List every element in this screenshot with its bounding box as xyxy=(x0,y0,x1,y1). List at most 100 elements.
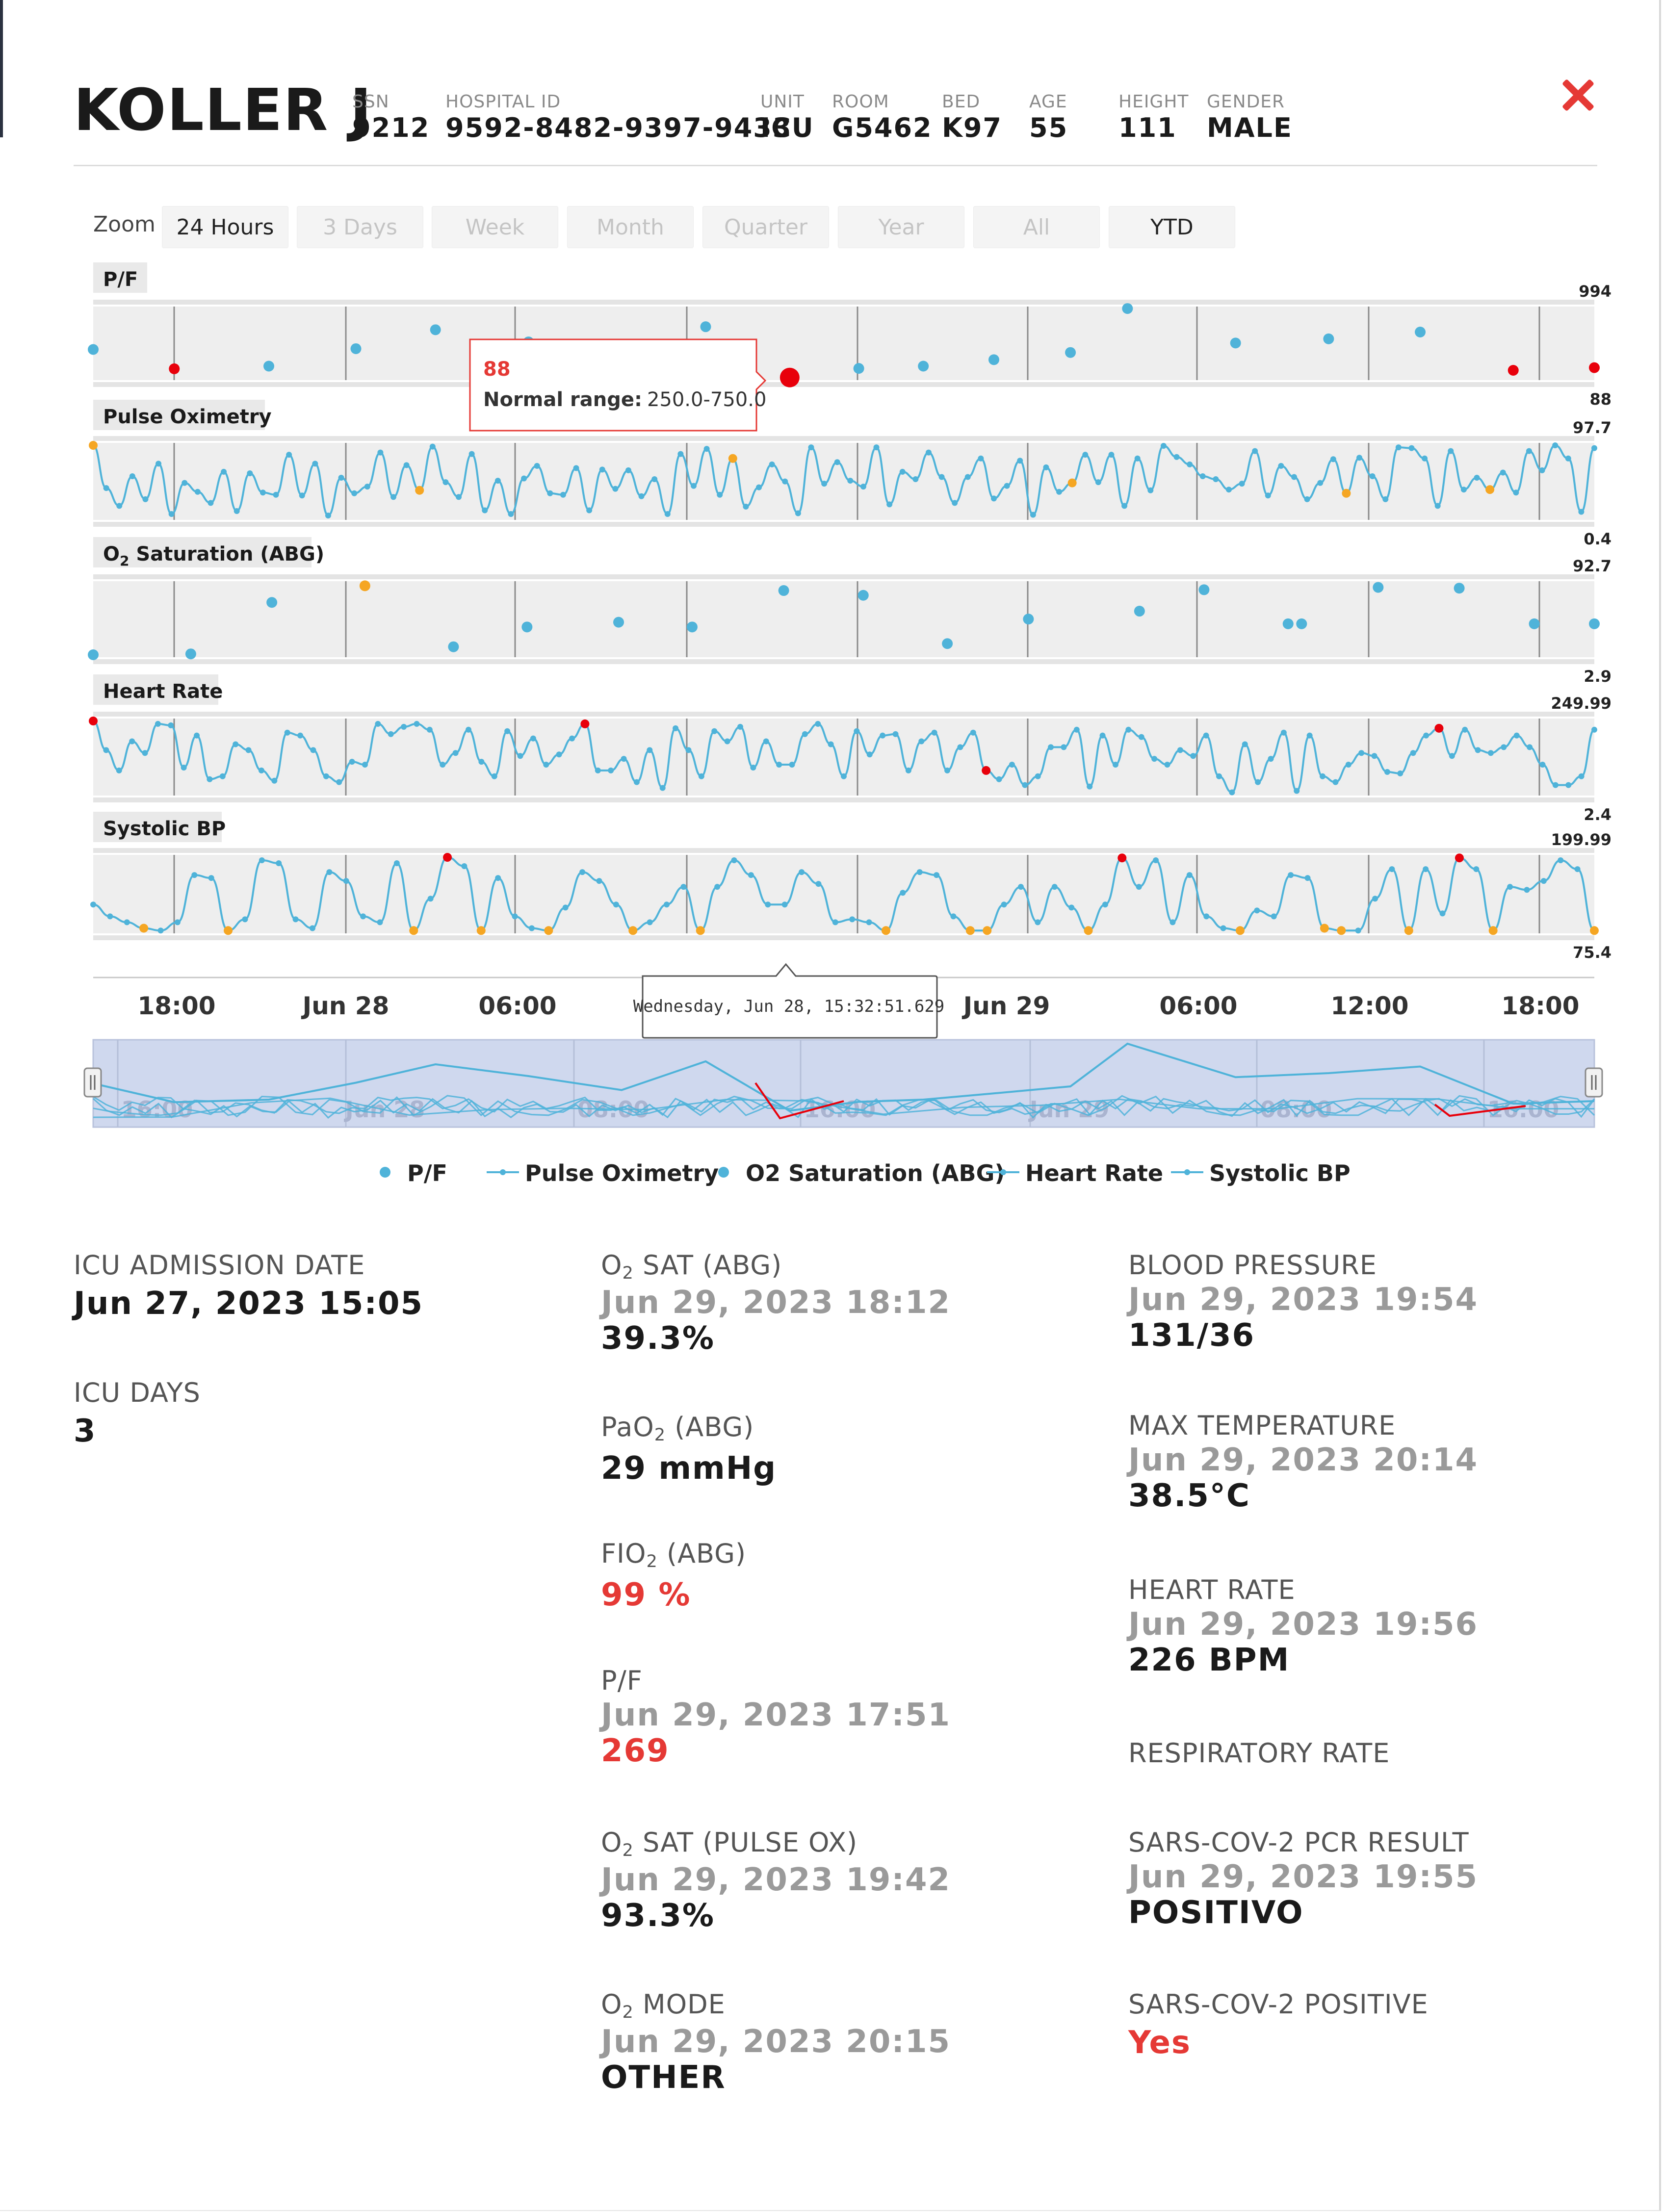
data-point[interactable] xyxy=(781,901,788,908)
data-point[interactable] xyxy=(1565,455,1571,462)
data-point[interactable] xyxy=(258,767,264,773)
data-point[interactable] xyxy=(1125,726,1132,733)
data-point[interactable] xyxy=(1035,773,1041,779)
data-point[interactable] xyxy=(245,747,252,753)
data-point[interactable] xyxy=(181,764,187,771)
data-point[interactable] xyxy=(1004,483,1010,489)
data-point[interactable] xyxy=(628,926,638,935)
data-point[interactable] xyxy=(286,452,292,458)
data-point[interactable] xyxy=(821,481,828,487)
data-point[interactable] xyxy=(1147,487,1154,493)
data-point[interactable] xyxy=(1229,789,1235,796)
zoom-year-button[interactable]: Year xyxy=(838,206,964,248)
data-point[interactable] xyxy=(1138,734,1144,740)
data-point[interactable] xyxy=(1558,857,1564,864)
data-point[interactable] xyxy=(1540,878,1547,884)
data-point[interactable] xyxy=(595,767,601,773)
data-point[interactable] xyxy=(957,744,963,750)
data-point[interactable] xyxy=(1434,503,1441,509)
data-point[interactable] xyxy=(310,747,316,753)
data-point[interactable] xyxy=(185,648,196,660)
data-point[interactable] xyxy=(970,729,976,736)
data-point[interactable] xyxy=(414,720,420,727)
data-point[interactable] xyxy=(247,470,253,476)
data-point[interactable] xyxy=(778,585,789,596)
data-point[interactable] xyxy=(982,766,991,775)
data-point[interactable] xyxy=(1355,927,1361,934)
data-point[interactable] xyxy=(1296,618,1307,629)
data-point[interactable] xyxy=(350,343,362,354)
data-point[interactable] xyxy=(1035,919,1041,926)
data-point[interactable] xyxy=(142,750,148,756)
data-point[interactable] xyxy=(1278,463,1284,469)
data-point[interactable] xyxy=(857,590,869,601)
data-point[interactable] xyxy=(415,486,424,495)
data-point[interactable] xyxy=(560,491,566,498)
data-point[interactable] xyxy=(942,638,953,649)
navigator-left-handle[interactable] xyxy=(83,1067,102,1098)
data-point[interactable] xyxy=(90,901,96,908)
data-point[interactable] xyxy=(1198,584,1210,595)
data-point[interactable] xyxy=(1590,926,1599,935)
data-point[interactable] xyxy=(834,459,840,465)
data-point[interactable] xyxy=(124,919,130,926)
data-point[interactable] xyxy=(1095,479,1101,486)
data-point[interactable] xyxy=(849,916,856,923)
data-point[interactable] xyxy=(375,720,381,727)
data-point[interactable] xyxy=(808,444,814,451)
data-point[interactable] xyxy=(802,731,808,737)
data-point[interactable] xyxy=(260,489,266,496)
data-point[interactable] xyxy=(224,926,233,935)
data-point[interactable] xyxy=(1320,924,1329,933)
data-point[interactable] xyxy=(349,759,355,765)
data-point[interactable] xyxy=(892,731,899,737)
data-point[interactable] xyxy=(799,869,805,875)
data-point[interactable] xyxy=(427,896,434,902)
data-point[interactable] xyxy=(157,927,164,934)
data-point[interactable] xyxy=(426,726,433,733)
data-point[interactable] xyxy=(273,491,279,498)
data-point[interactable] xyxy=(1134,606,1145,617)
data-point[interactable] xyxy=(1454,583,1465,594)
data-point[interactable] xyxy=(965,926,975,935)
data-point[interactable] xyxy=(1136,884,1142,890)
data-point[interactable] xyxy=(326,869,333,875)
data-point[interactable] xyxy=(309,925,315,931)
navigator-right-handle[interactable] xyxy=(1585,1067,1603,1098)
data-point[interactable] xyxy=(763,738,769,745)
data-point[interactable] xyxy=(401,723,407,730)
data-point[interactable] xyxy=(1061,744,1067,750)
data-point[interactable] xyxy=(1488,926,1498,935)
data-point[interactable] xyxy=(390,494,396,500)
zoom-ytd-button[interactable]: YTD xyxy=(1109,206,1235,248)
data-point[interactable] xyxy=(737,723,743,730)
data-point[interactable] xyxy=(194,732,200,739)
data-point[interactable] xyxy=(1320,773,1326,779)
data-point[interactable] xyxy=(208,500,214,506)
data-point[interactable] xyxy=(107,913,113,920)
data-point[interactable] xyxy=(776,762,782,768)
data-point[interactable] xyxy=(1187,461,1193,467)
data-point[interactable] xyxy=(534,463,540,469)
data-point[interactable] xyxy=(1291,474,1297,480)
data-point[interactable] xyxy=(1513,489,1519,496)
data-point[interactable] xyxy=(1589,618,1600,629)
data-point[interactable] xyxy=(271,777,278,784)
data-point[interactable] xyxy=(881,926,890,935)
data-point[interactable] xyxy=(259,857,265,864)
data-point[interactable] xyxy=(1065,347,1076,358)
data-point[interactable] xyxy=(1423,732,1429,739)
data-point[interactable] xyxy=(677,451,684,457)
data-point[interactable] xyxy=(944,767,951,773)
data-point[interactable] xyxy=(521,475,527,482)
data-point[interactable] xyxy=(1591,445,1597,451)
data-point[interactable] xyxy=(528,925,535,931)
data-point[interactable] xyxy=(1591,726,1597,733)
data-point[interactable] xyxy=(621,756,627,762)
data-point[interactable] xyxy=(1203,732,1209,739)
data-point[interactable] xyxy=(266,597,278,608)
data-point[interactable] xyxy=(452,750,459,756)
data-point[interactable] xyxy=(916,869,923,875)
data-point[interactable] xyxy=(659,785,666,791)
data-point[interactable] xyxy=(103,747,109,753)
